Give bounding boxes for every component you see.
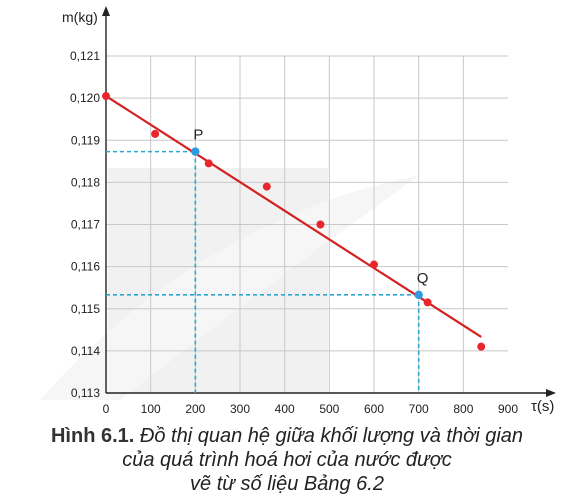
y-tick-label: 0,116 [71, 260, 100, 274]
guide-lines [106, 150, 420, 393]
data-point [477, 342, 486, 351]
x-tick-label: 700 [409, 402, 429, 416]
data-point [316, 220, 325, 229]
x-tick-label: 600 [364, 402, 384, 416]
y-tick-label: 0,119 [71, 133, 100, 147]
caption-line-2: của quá trình hoá hơi của nước được [122, 449, 452, 471]
y-axis-label: m(kg) [62, 9, 98, 25]
caption-line-1: Hình 6.1. Đồ thị quan hệ giữa khối lượng… [0, 424, 574, 448]
annotation-point-p [191, 147, 200, 156]
y-tick-label: 0,115 [71, 302, 100, 316]
caption-label: Hình 6.1. [50, 425, 135, 447]
y-tick-label: 0,113 [71, 386, 100, 400]
grid [106, 55, 509, 393]
caption-line-3: vẽ từ số liệu Bảng 6.2 [190, 473, 384, 495]
x-axis-arrow [546, 389, 556, 397]
x-tick-label: 200 [185, 402, 205, 416]
y-tick-label: 0,118 [71, 175, 100, 189]
x-tick-label: 300 [230, 402, 250, 416]
x-tick-label: 100 [141, 402, 161, 416]
annotations: PQ [191, 127, 429, 300]
data-point [151, 129, 160, 138]
tick-labels: 0 100 200 300 400 500 600 700 800 900 0,113 0,114 0,… [70, 49, 518, 416]
x-tick-label: 800 [453, 402, 473, 416]
data-point [102, 92, 110, 101]
x-tick-label: 0 [103, 402, 110, 416]
data-point [423, 298, 432, 307]
y-tick-label: 0,121 [70, 49, 100, 63]
y-axis-arrow [102, 6, 110, 16]
mass-time-chart: 0 100 200 300 400 500 600 700 800 900 0,113 0,114 0,… [40, 6, 556, 416]
x-tick-label: 400 [275, 402, 295, 416]
y-tick-label: 0,120 [70, 91, 100, 105]
caption-text-1: Đồ thị quan hệ giữa khối lượng và thời g… [139, 425, 524, 447]
y-tick-label: 0,117 [71, 218, 100, 232]
x-tick-label: 900 [498, 402, 518, 416]
annotation-label-p: P [193, 127, 203, 144]
x-tick-label: 500 [319, 402, 339, 416]
y-tick-label: 0,114 [71, 344, 100, 358]
data-point [262, 182, 271, 191]
watermark-swoosh [40, 175, 420, 400]
axes [102, 6, 556, 397]
data-point [204, 159, 213, 168]
x-axis-label: τ(s) [531, 398, 554, 415]
data-points [102, 92, 486, 351]
data-point [370, 260, 379, 269]
annotation-label-q: Q [417, 270, 429, 287]
annotation-point-q [414, 290, 423, 300]
